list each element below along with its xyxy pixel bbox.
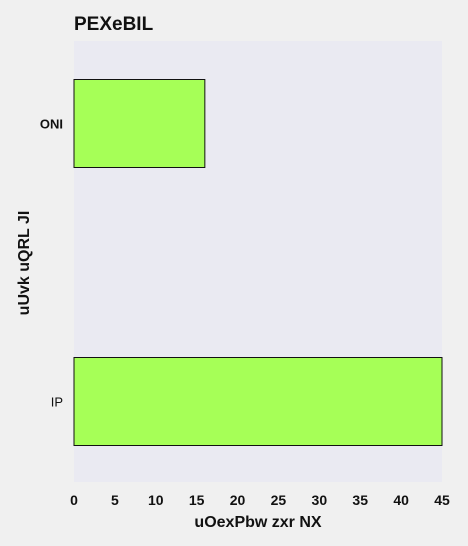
chart-title: PEXeBIL — [74, 14, 154, 35]
x-tick-label-25: 25 — [271, 492, 287, 508]
bar-oni — [74, 80, 205, 168]
y-axis-label: uUvk uQRL JI — [16, 211, 33, 316]
x-tick-label-30: 30 — [312, 492, 328, 508]
x-tick-label-0: 0 — [70, 492, 78, 508]
x-tick-label-35: 35 — [352, 492, 368, 508]
category-labels: ONI IP — [40, 117, 63, 410]
x-tick-label-15: 15 — [189, 492, 205, 508]
x-tick-label-45: 45 — [434, 492, 450, 508]
x-axis-label: uOexPbw zxr NX — [194, 514, 321, 531]
bar-ip — [74, 358, 442, 446]
x-tick-label-5: 5 — [111, 492, 119, 508]
x-tick-label-20: 20 — [230, 492, 246, 508]
category-label-oni: ONI — [40, 117, 63, 132]
x-tick-labels: 0 5 10 15 20 25 30 35 40 45 — [70, 492, 450, 508]
x-tick-label-10: 10 — [148, 492, 164, 508]
x-tick-label-40: 40 — [393, 492, 409, 508]
category-label-ip: IP — [51, 395, 63, 410]
